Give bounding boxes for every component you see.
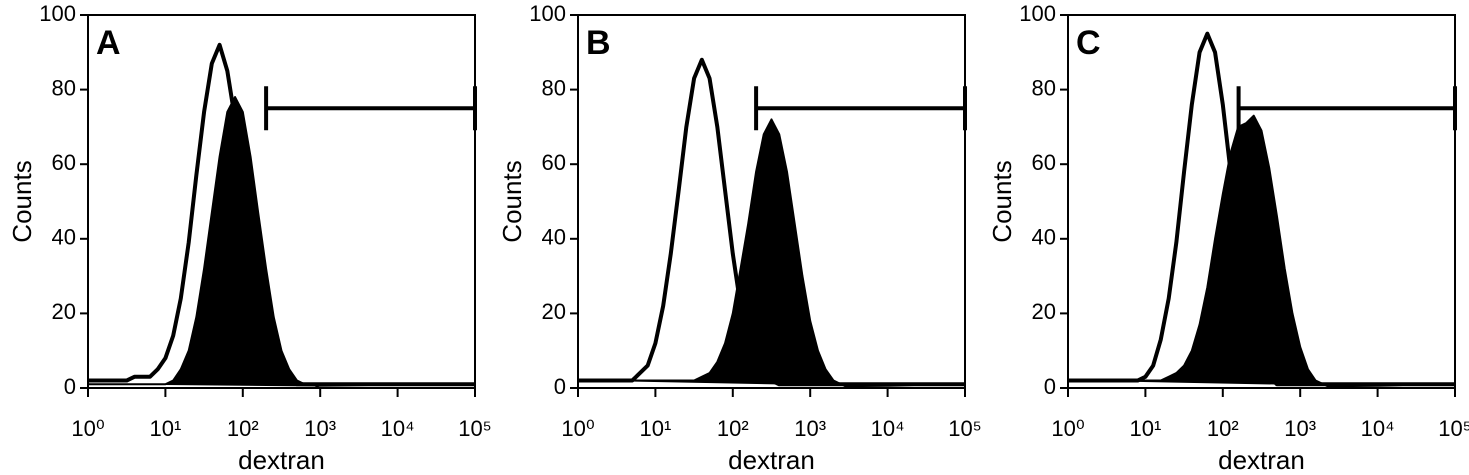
y-tick-label: 100	[39, 1, 76, 26]
x-tick-label: 10⁰	[1051, 416, 1084, 441]
y-tick-label: 100	[529, 1, 566, 26]
x-tick-label: 10¹	[640, 416, 672, 441]
y-tick-label: 20	[52, 299, 76, 324]
plot-frame	[577, 14, 966, 389]
y-tick-label: 40	[52, 225, 76, 250]
y-tick-label: 0	[64, 374, 76, 399]
y-tick-label: 40	[1032, 225, 1056, 250]
filled-histogram	[1068, 114, 1455, 389]
panel-label: A	[96, 24, 121, 62]
y-tick-label: 0	[1044, 374, 1056, 399]
y-tick-label: 60	[52, 150, 76, 175]
x-tick-label: 10³	[304, 416, 336, 441]
y-tick-label: 0	[554, 374, 566, 399]
y-axis-label: Counts	[987, 160, 1017, 242]
x-tick-label: 10¹	[1130, 416, 1162, 441]
y-tick-label: 60	[1032, 150, 1056, 175]
panel-label: B	[586, 24, 611, 62]
plot-frame	[87, 14, 476, 389]
y-axis-label: Counts	[7, 160, 37, 242]
x-tick-label: 10⁵	[458, 416, 492, 441]
x-tick-label: 10⁴	[871, 416, 905, 441]
y-tick-label: 80	[542, 75, 566, 100]
x-tick-label: 10²	[1207, 416, 1239, 441]
x-axis-label: dextran	[238, 445, 325, 475]
y-tick-label: 20	[542, 299, 566, 324]
x-tick-label: 10⁰	[561, 416, 594, 441]
y-tick-label: 40	[542, 225, 566, 250]
x-tick-label: 10²	[227, 416, 259, 441]
x-axis-label: dextran	[1218, 445, 1305, 475]
y-axis-label: Counts	[497, 160, 527, 242]
x-tick-label: 10³	[1284, 416, 1316, 441]
filled-histogram	[578, 118, 965, 389]
x-tick-label: 10²	[717, 416, 749, 441]
panel-label: C	[1076, 24, 1101, 62]
x-tick-label: 10⁴	[381, 416, 415, 441]
y-tick-label: 100	[1019, 1, 1056, 26]
x-tick-label: 10³	[794, 416, 826, 441]
x-tick-label: 10⁴	[1361, 416, 1395, 441]
filled-histogram	[88, 96, 475, 389]
x-tick-label: 10⁵	[1438, 416, 1469, 441]
x-tick-label: 10¹	[150, 416, 182, 441]
y-tick-label: 80	[52, 75, 76, 100]
plot-frame	[1067, 14, 1456, 389]
y-tick-label: 20	[1032, 299, 1056, 324]
outline-histogram	[88, 42, 475, 387]
x-tick-label: 10⁰	[71, 416, 104, 441]
x-axis-label: dextran	[728, 445, 815, 475]
y-tick-label: 60	[542, 150, 566, 175]
x-tick-label: 10⁵	[948, 416, 982, 441]
y-tick-label: 80	[1032, 75, 1056, 100]
